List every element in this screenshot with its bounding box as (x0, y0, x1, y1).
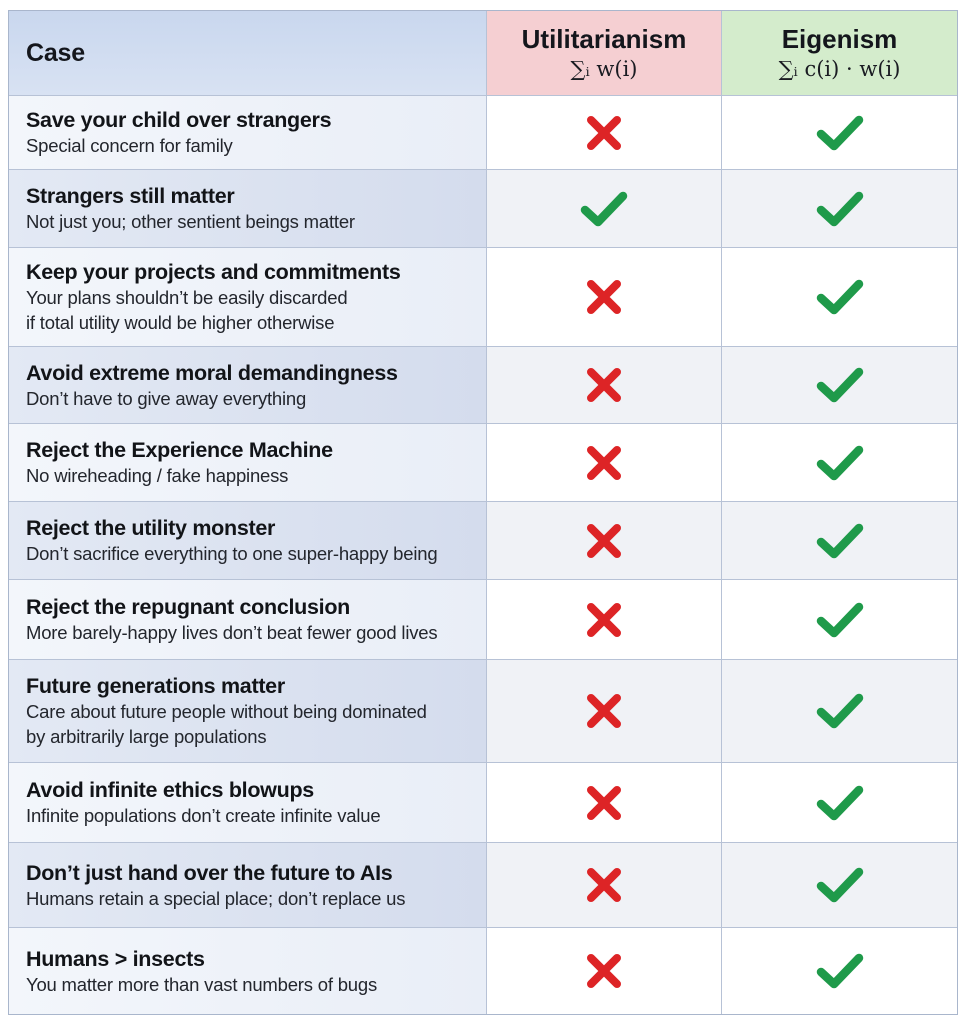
case-cell: Avoid extreme moral demandingness Don’t h… (9, 347, 486, 423)
case-cell: Save your child over strangers Special co… (9, 96, 486, 169)
case-subtitle: Humans retain a special place; don’t rep… (26, 887, 406, 909)
cross-icon (584, 365, 624, 405)
checkmark-icon (816, 600, 864, 640)
cross-icon (584, 443, 624, 483)
eigenism-cell (721, 928, 957, 1014)
cross-icon (584, 951, 624, 991)
case-subtitle: Special concern for family (26, 135, 233, 156)
case-title: Reject the utility monster (26, 516, 276, 540)
case-cell: Reject the repugnant conclusion More bare… (9, 580, 486, 659)
table-body: Save your child over strangers Special co… (9, 95, 957, 1014)
utilitarianism-cell (486, 660, 721, 762)
utilitarianism-cell (486, 580, 721, 659)
case-column-header: Case (9, 11, 486, 95)
case-title: Keep your projects and commitments (26, 260, 401, 284)
utilitarianism-cell (486, 763, 721, 842)
case-title: Reject the Experience Machine (26, 438, 333, 462)
case-subtitle: Don’t sacrifice everything to one super-… (26, 543, 438, 564)
checkmark-icon (816, 521, 864, 561)
table-row: Humans > insects You matter more than vas… (9, 927, 957, 1014)
case-header-label: Case (26, 38, 85, 67)
case-subtitle: Infinite populations don’t create infini… (26, 805, 381, 826)
case-subtitle: You matter more than vast numbers of bug… (26, 973, 378, 995)
case-title: Avoid extreme moral demandingness (26, 360, 398, 385)
case-title: Humans > insects (26, 946, 205, 971)
case-subtitle: More barely-happy lives don’t beat fewer… (26, 622, 438, 643)
case-title: Avoid infinite ethics blowups (26, 778, 314, 802)
checkmark-icon (580, 189, 628, 229)
eigenism-cell (721, 580, 957, 659)
eigenism-label: Eigenism (781, 24, 898, 54)
case-title: Save your child over strangers (26, 108, 332, 132)
eigenism-cell (721, 502, 957, 579)
checkmark-icon (816, 189, 864, 229)
utilitarianism-column-header: Utilitarianism ∑ᵢ w(i) (486, 11, 721, 95)
utilitarianism-cell (486, 248, 721, 346)
table-row: Reject the utility monster Don’t sacrific… (9, 501, 957, 579)
eigenism-cell (721, 96, 957, 169)
case-cell: Keep your projects and commitments Your p… (9, 248, 486, 346)
checkmark-icon (816, 443, 864, 483)
cross-icon (584, 600, 624, 640)
table-row: Don’t just hand over the future to AIs Hu… (9, 842, 957, 927)
utilitarianism-cell (486, 96, 721, 169)
cross-icon (584, 277, 624, 317)
eigenism-column-header: Eigenism ∑ᵢ c(i) · w(i) (721, 11, 957, 95)
table-row: Save your child over strangers Special co… (9, 95, 957, 169)
checkmark-icon (816, 365, 864, 405)
eigenism-cell (721, 424, 957, 501)
case-cell: Avoid infinite ethics blowups Infinite po… (9, 763, 486, 842)
table-row: Strangers still matter Not just you; othe… (9, 169, 957, 247)
case-cell: Strangers still matter Not just you; othe… (9, 170, 486, 247)
eigenism-cell (721, 660, 957, 762)
comparison-table: Case Utilitarianism ∑ᵢ w(i) Eigenism ∑ᵢ … (8, 10, 958, 1015)
table-row: Avoid extreme moral demandingness Don’t h… (9, 346, 957, 423)
case-subtitle: Don’t have to give away everything (26, 387, 307, 409)
header-row: Case Utilitarianism ∑ᵢ w(i) Eigenism ∑ᵢ … (9, 11, 957, 95)
utilitarianism-cell (486, 347, 721, 423)
table-row: Reject the repugnant conclusion More bare… (9, 579, 957, 659)
case-cell: Humans > insects You matter more than vas… (9, 928, 486, 1014)
checkmark-icon (816, 951, 864, 991)
eigenism-cell (721, 347, 957, 423)
utilitarianism-formula: ∑ᵢ w(i) (570, 57, 638, 81)
checkmark-icon (816, 691, 864, 731)
eigenism-cell (721, 170, 957, 247)
case-cell: Don’t just hand over the future to AIs Hu… (9, 843, 486, 927)
case-cell: Reject the utility monster Don’t sacrific… (9, 502, 486, 579)
table-row: Keep your projects and commitments Your p… (9, 247, 957, 346)
table-row: Avoid infinite ethics blowups Infinite po… (9, 762, 957, 842)
checkmark-icon (816, 277, 864, 317)
eigenism-cell (721, 248, 957, 346)
checkmark-icon (816, 865, 864, 905)
table-row: Reject the Experience Machine No wirehead… (9, 423, 957, 501)
cross-icon (584, 113, 624, 153)
utilitarianism-cell (486, 928, 721, 1014)
cross-icon (584, 783, 624, 823)
eigenism-cell (721, 843, 957, 927)
case-title: Don’t just hand over the future to AIs (26, 860, 393, 885)
utilitarianism-cell (486, 502, 721, 579)
cross-icon (584, 865, 624, 905)
utilitarianism-cell (486, 170, 721, 247)
case-title: Future generations matter (26, 674, 285, 698)
cross-icon (584, 521, 624, 561)
cross-icon (584, 691, 624, 731)
utilitarianism-cell (486, 843, 721, 927)
eigenism-cell (721, 763, 957, 842)
case-subtitle: Your plans shouldn’t be easily discarded… (26, 287, 348, 333)
case-subtitle: Care about future people without being d… (26, 701, 427, 747)
case-cell: Future generations matter Care about futu… (9, 660, 486, 762)
utilitarianism-label: Utilitarianism (521, 24, 687, 54)
case-title: Strangers still matter (26, 184, 235, 208)
checkmark-icon (816, 783, 864, 823)
case-subtitle: Not just you; other sentient beings matt… (26, 211, 355, 232)
eigenism-formula: ∑ᵢ c(i) · w(i) (778, 57, 901, 81)
case-cell: Reject the Experience Machine No wirehead… (9, 424, 486, 501)
case-subtitle: No wireheading / fake happiness (26, 465, 289, 486)
utilitarianism-cell (486, 424, 721, 501)
case-title: Reject the repugnant conclusion (26, 595, 350, 619)
table-row: Future generations matter Care about futu… (9, 659, 957, 762)
checkmark-icon (816, 113, 864, 153)
